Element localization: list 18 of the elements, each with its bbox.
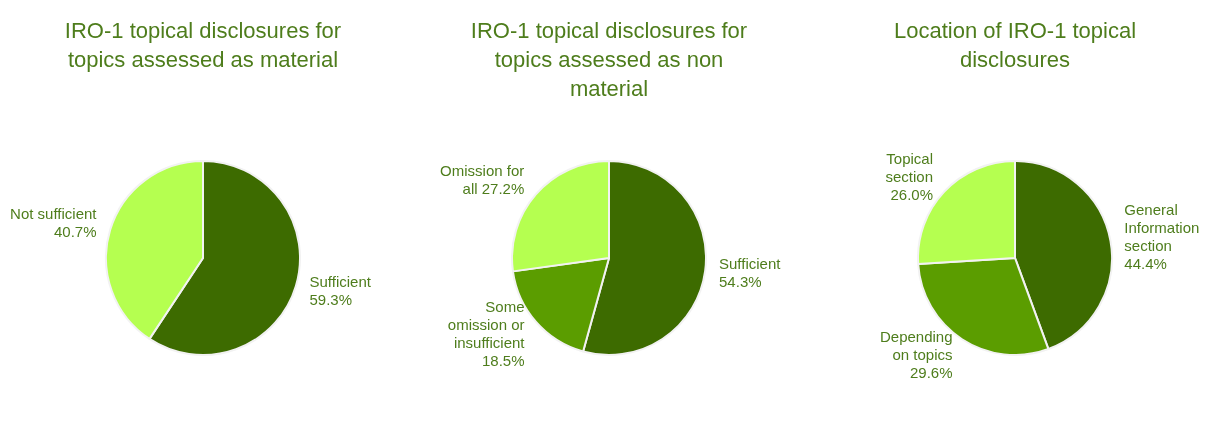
slice-label: Omission for all 27.2% <box>440 162 525 198</box>
slice-label: Not sufficient <box>10 205 98 223</box>
data-label: 18.5% <box>481 352 525 370</box>
data-label: 29.6% <box>909 364 953 382</box>
slice-label: Topical section <box>885 150 933 186</box>
slice-label: Sufficient <box>309 272 372 290</box>
data-label: 44.4% <box>1124 254 1167 272</box>
data-label: 40.7% <box>53 223 97 241</box>
data-label: 59.3% <box>309 290 353 308</box>
slice-label: Some omission or insufficient <box>447 298 526 352</box>
slice-label: General Information section <box>1124 200 1200 254</box>
chart-title: IRO-1 topical disclosures for topics assessed as non material <box>470 18 748 102</box>
chart-title: Location of IRO-1 topical disclosures <box>893 18 1137 73</box>
slice-label: Sufficient <box>719 254 782 272</box>
slice-label: Depending on topics <box>879 328 953 364</box>
data-label: 26.0% <box>890 186 933 204</box>
data-label: 54.3% <box>719 272 762 290</box>
chart-title: IRO-1 topical disclosures for topics assessed as material <box>64 18 342 73</box>
